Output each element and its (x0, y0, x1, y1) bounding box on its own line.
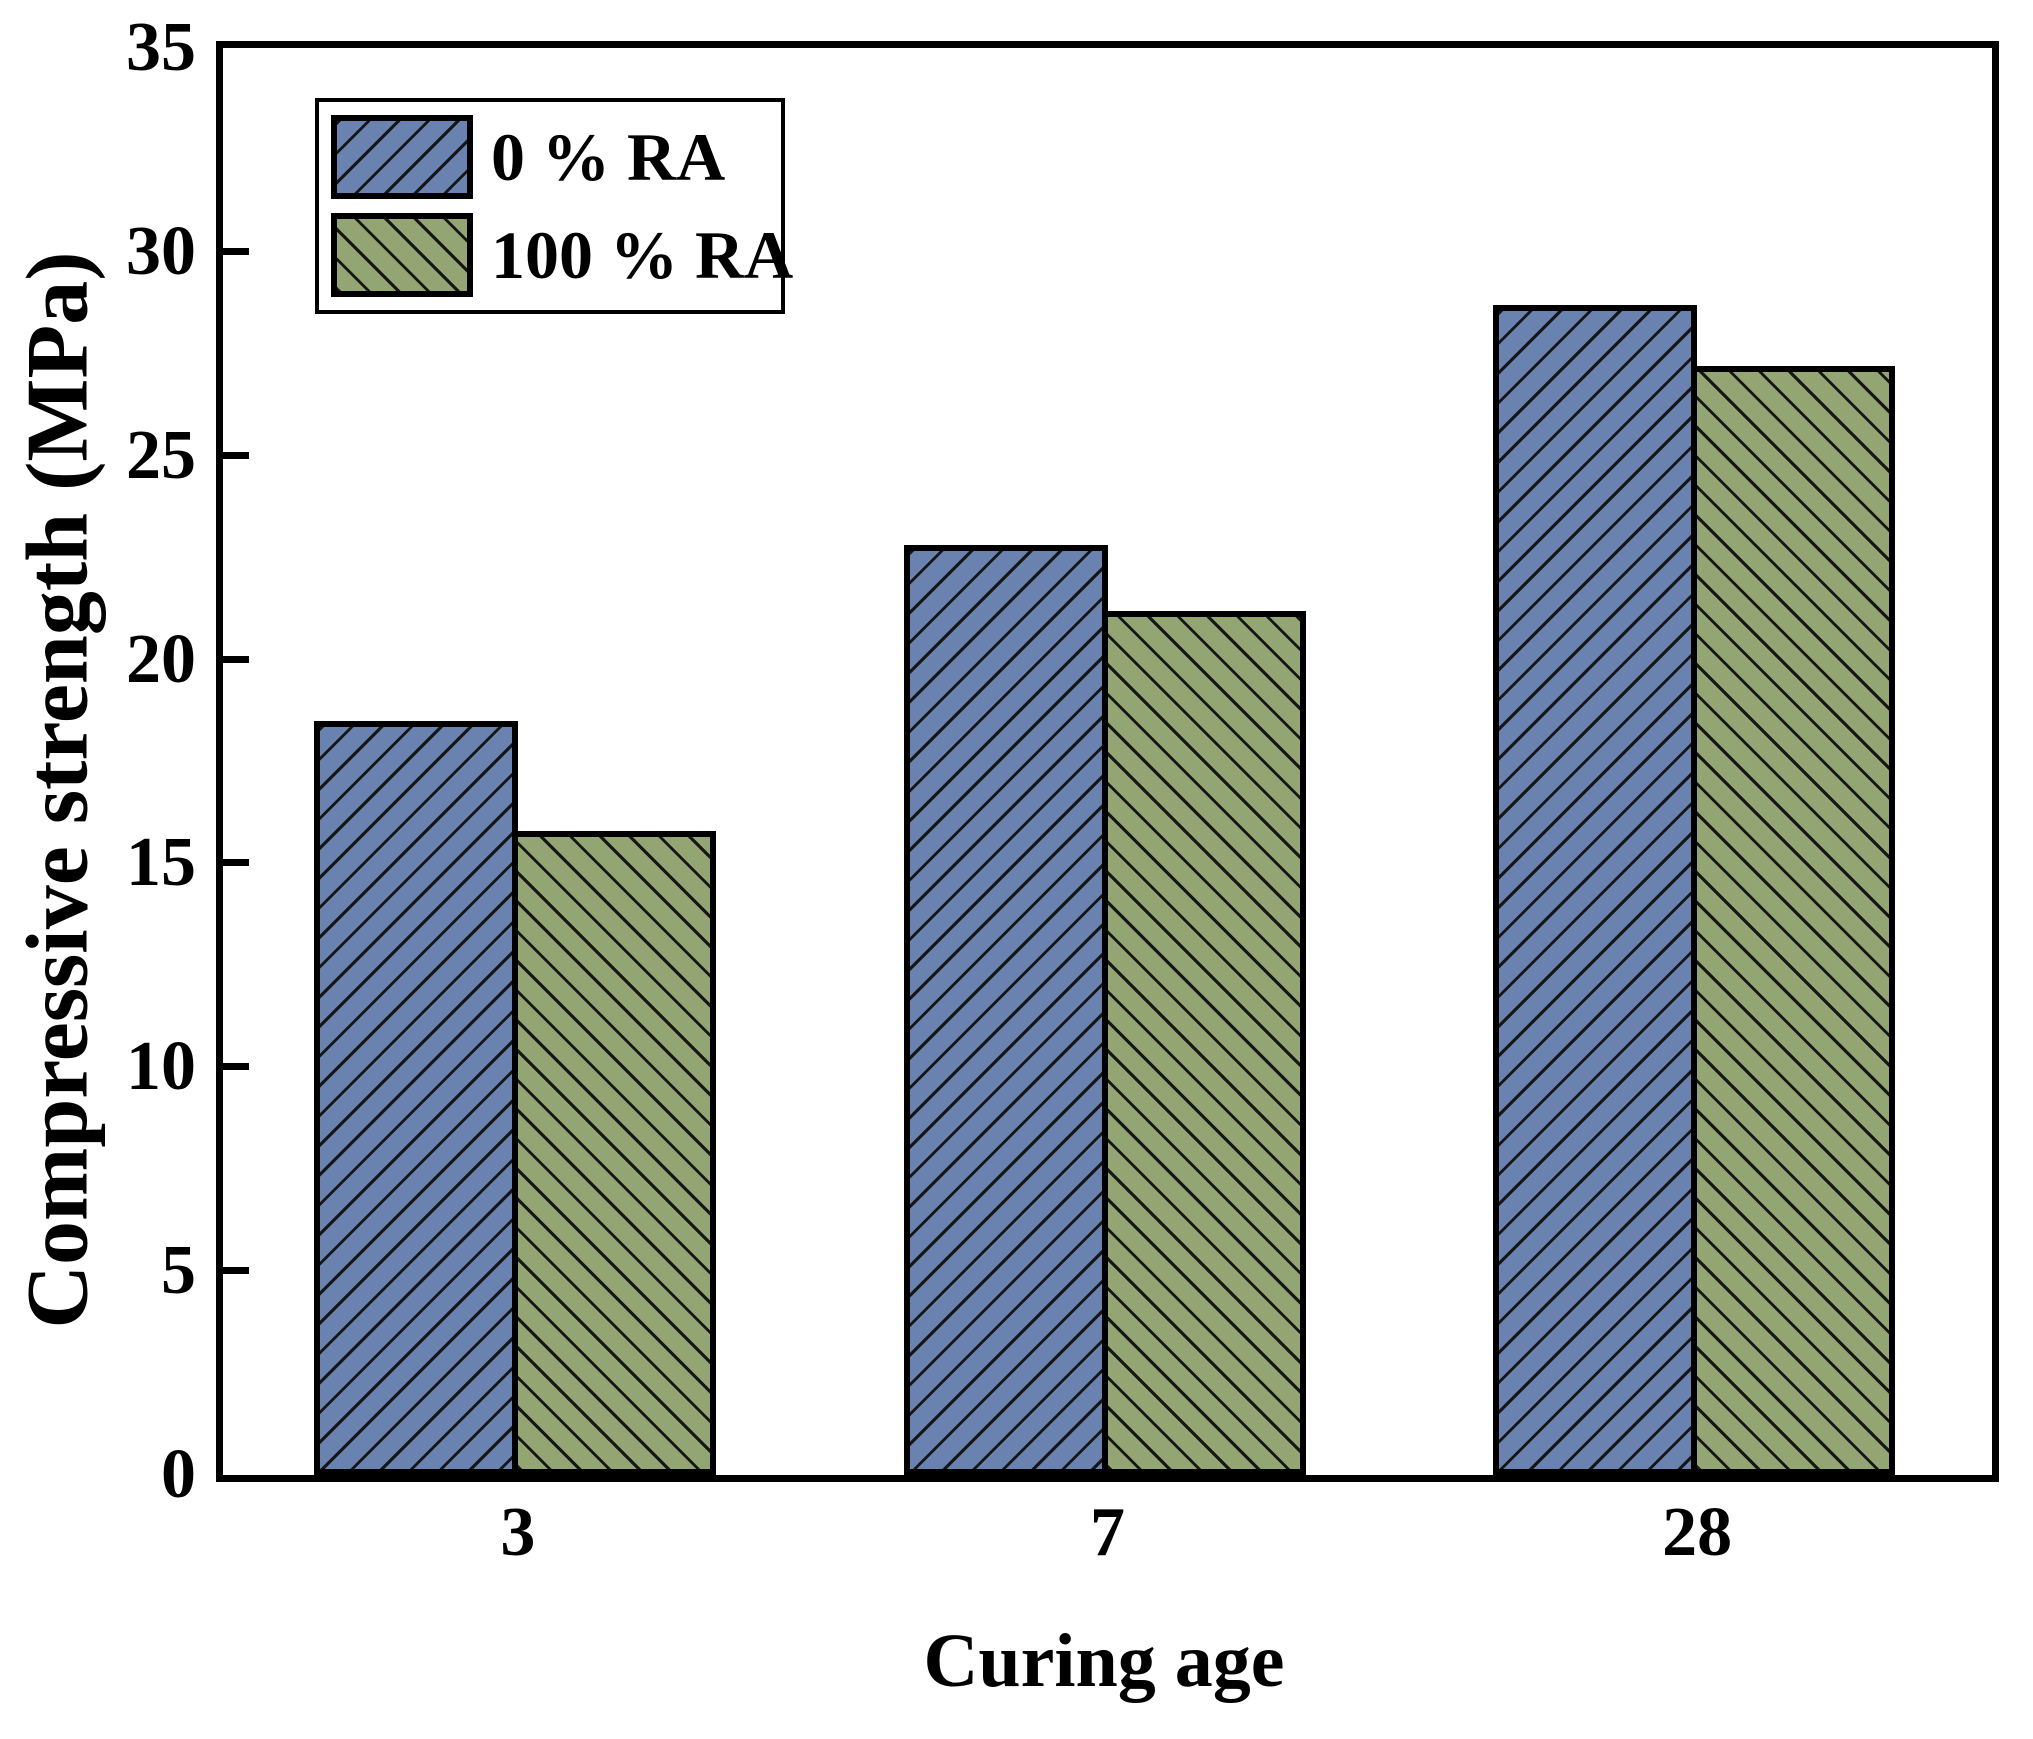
y-tick-label: 35 (126, 9, 196, 86)
y-tick-label: 5 (161, 1232, 196, 1310)
y-tick-label: 0 (161, 1436, 196, 1513)
legend-label: 0 % RA (491, 119, 726, 195)
y-axis-title: Compressive strength (MPa) (9, 251, 107, 1329)
x-tick-label: 7 (1090, 1494, 1125, 1571)
x-tick-label: 3 (500, 1494, 536, 1571)
legend-row: 0 % RA (331, 115, 769, 199)
y-tick-label: 25 (126, 416, 196, 494)
legend-label: 100 % RA (491, 217, 794, 293)
legend-swatch-icon (331, 213, 473, 297)
y-tick-mark (223, 655, 249, 663)
bar-series1-cat2 (1691, 366, 1896, 1475)
bar-series0-cat2 (1493, 304, 1698, 1475)
y-tick-label: 15 (126, 824, 196, 902)
y-tick-mark (223, 1063, 249, 1071)
bar-series1-cat0 (511, 830, 716, 1475)
legend-row: 100 % RA (331, 213, 793, 297)
bar-series1-cat1 (1101, 610, 1306, 1475)
bar-series0-cat0 (313, 720, 518, 1475)
y-tick-mark (223, 451, 249, 459)
y-tick-mark (223, 859, 249, 867)
y-tick-label: 10 (126, 1028, 196, 1106)
x-axis-title: Curing age (923, 1619, 1285, 1703)
bar-series0-cat1 (903, 545, 1108, 1475)
y-tick-label: 20 (126, 620, 196, 698)
y-tick-mark (223, 247, 249, 255)
legend-swatch-icon (331, 115, 473, 199)
y-tick-label: 30 (126, 212, 196, 290)
y-tick-mark (223, 1267, 249, 1275)
x-tick-label: 28 (1662, 1494, 1733, 1571)
legend: 0 % RA 100 % RA (315, 98, 793, 314)
